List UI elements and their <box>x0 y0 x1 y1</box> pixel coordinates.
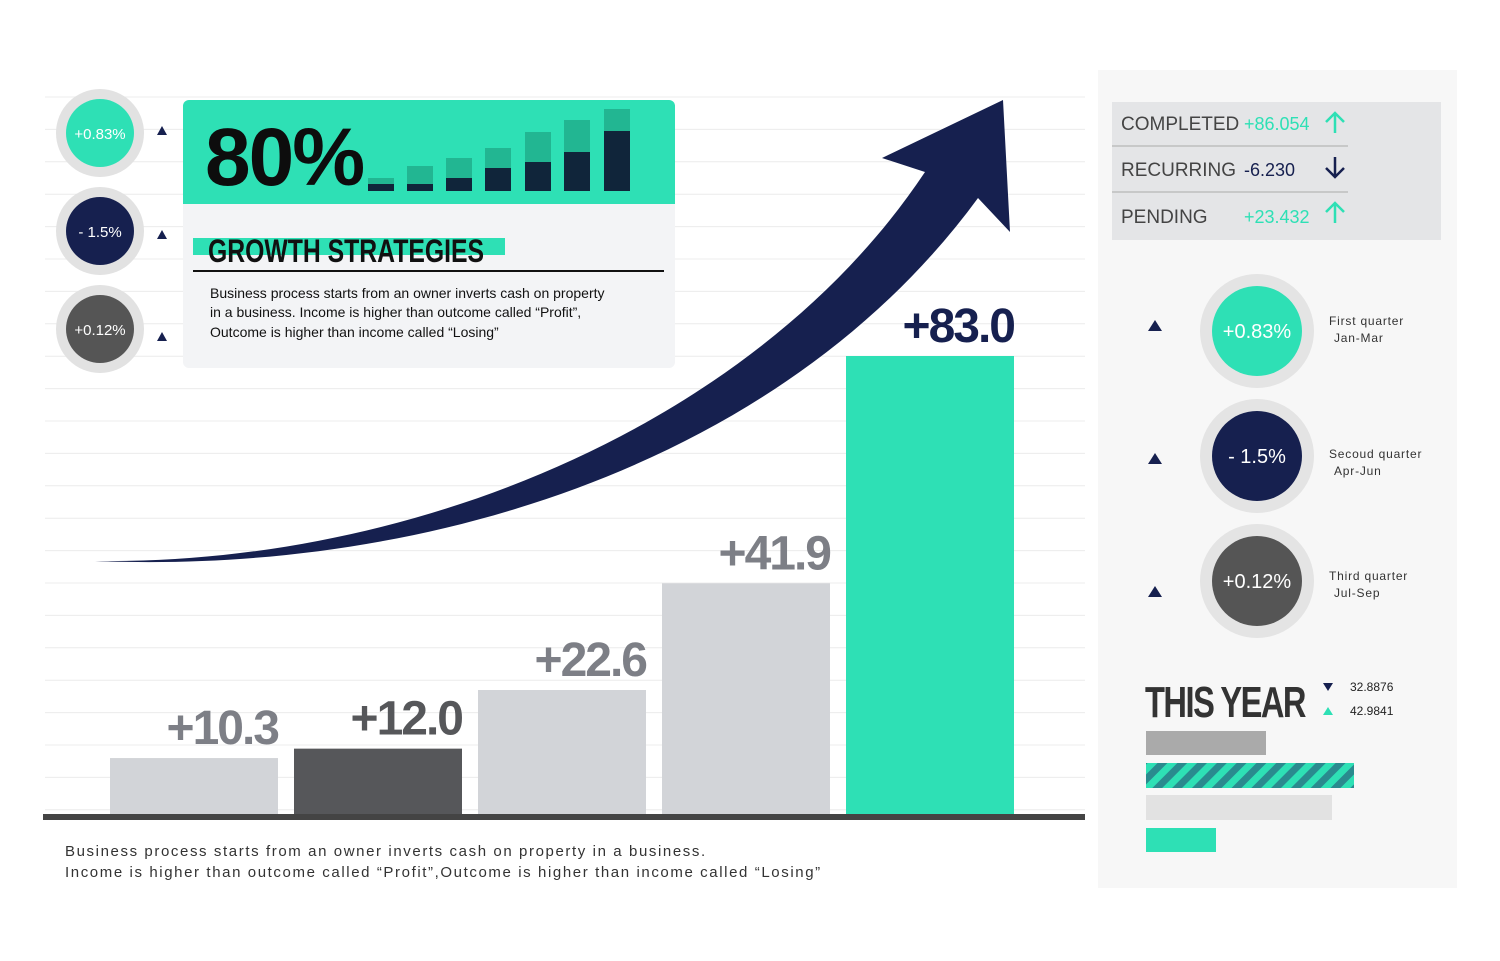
stat-value: -6.230 <box>1244 160 1295 180</box>
badge-text: - 1.5% <box>1228 446 1286 468</box>
bar <box>846 356 1014 815</box>
stats-box: COMPLETED +86.054 RECURRING -6.230 PENDI… <box>1112 102 1441 240</box>
quarters: +0.83% First quarter Jan-Mar - 1.5% Seco… <box>1148 274 1422 638</box>
up-arrow <box>1325 201 1345 223</box>
legend-text: 42.9841 <box>1350 704 1394 718</box>
stat-label: RECURRING <box>1121 160 1236 181</box>
legend-down <box>1323 683 1333 691</box>
growth-arrow <box>95 100 1010 563</box>
stat-label: PENDING <box>1121 207 1208 228</box>
bar-strip <box>1146 828 1216 852</box>
quarter-months: Jan-Mar <box>1334 331 1384 345</box>
badge-text: +0.12% <box>1223 571 1292 593</box>
value-label: +41.9 <box>719 527 831 580</box>
card-header <box>183 100 675 204</box>
quarter-months: Jul-Sep <box>1334 586 1380 600</box>
triangle-icons <box>157 126 167 341</box>
card-text: in a business. Income is higher than out… <box>210 304 581 320</box>
badge <box>66 295 134 363</box>
this-year-title: THIS YEAR <box>1145 678 1306 727</box>
footnote: Business process starts from an owner in… <box>65 843 707 860</box>
stat-label: COMPLETED <box>1121 114 1239 135</box>
bar-strip <box>1146 731 1266 755</box>
badge <box>1212 536 1302 626</box>
bar-strip <box>1146 763 1354 788</box>
badge <box>1212 411 1302 501</box>
quarter-months: Apr-Jun <box>1334 464 1382 478</box>
stats-bg <box>1112 102 1441 240</box>
title-highlight <box>193 238 505 255</box>
stat-value: +23.432 <box>1244 207 1310 227</box>
quarter-name: Secoud quarter <box>1329 447 1422 461</box>
side-badges: +0.83% - 1.5% +0.12% <box>56 89 167 373</box>
value-label: +22.6 <box>535 634 647 687</box>
card-text: Business process starts from an owner in… <box>210 285 605 301</box>
card-text: Outcome is higher than income called “Lo… <box>210 324 499 340</box>
triangle-icons <box>1148 320 1162 597</box>
legend-text: 32.8876 <box>1350 680 1394 694</box>
value-label: +12.0 <box>351 693 463 746</box>
legend-up <box>1323 707 1333 715</box>
badge-text: +0.12% <box>74 322 125 339</box>
badge <box>66 99 134 167</box>
bar-strip <box>1146 795 1332 820</box>
bar <box>110 758 278 815</box>
this-year: THIS YEAR 32.8876 42.9841 <box>1145 678 1394 852</box>
mini-bars <box>368 109 630 191</box>
strategy-card: 80% GROWTH STRATEGIES Business process s… <box>183 100 675 368</box>
bar <box>294 748 462 815</box>
badge-text: +0.83% <box>74 126 125 143</box>
up-arrow <box>1325 111 1345 133</box>
badge-text: - 1.5% <box>78 224 121 241</box>
down-arrow <box>1325 157 1345 179</box>
value-label: +10.3 <box>167 702 279 755</box>
quarter-name: First quarter <box>1329 314 1404 328</box>
value-label: +83.0 <box>903 300 1015 353</box>
bar-chart: +10.3 +12.0 +22.6 +41.9 +83.0 <box>110 300 1016 815</box>
stat-value: +86.054 <box>1244 114 1310 134</box>
card-title: GROWTH STRATEGIES <box>208 233 484 269</box>
quarter-name: Third quarter <box>1329 569 1408 583</box>
badge-text: +0.83% <box>1223 321 1292 343</box>
footnote: Income is higher than outcome called “Pr… <box>65 864 822 881</box>
badge <box>66 197 134 265</box>
badge <box>1212 286 1302 376</box>
bar <box>662 583 830 815</box>
headline: 80% <box>205 112 363 203</box>
bar <box>478 690 646 815</box>
